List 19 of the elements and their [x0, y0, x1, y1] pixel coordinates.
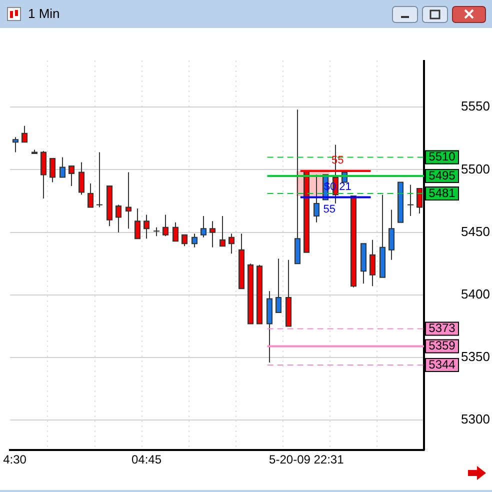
x-tick-label: 04:45: [131, 452, 162, 467]
x-tick-label: 5-20-09 22:31: [269, 452, 344, 467]
annotation: 55: [323, 203, 336, 216]
y-tick-label: 5400: [461, 286, 490, 302]
chart-title: 1 Min: [28, 6, 60, 21]
y-tick-label: 5450: [461, 224, 490, 239]
y-tick-label: 5500: [461, 161, 490, 176]
y-tick-label: 5350: [461, 349, 490, 364]
x-tick-label: 4:30: [3, 452, 27, 467]
ref-line-label: 5373: [428, 321, 456, 336]
y-tick-label: 5550: [461, 98, 490, 114]
y-tick-label: 5300: [461, 412, 490, 427]
ref-line-label: 5495: [428, 168, 456, 182]
ref-line-label: 5344: [428, 357, 456, 372]
ref-line-label: 5481: [428, 186, 456, 200]
candlestick: [96, 152, 103, 208]
candlestick: [407, 184, 414, 217]
ref-line-label: 5510: [428, 150, 456, 164]
ref-line-label: 5359: [428, 338, 456, 353]
